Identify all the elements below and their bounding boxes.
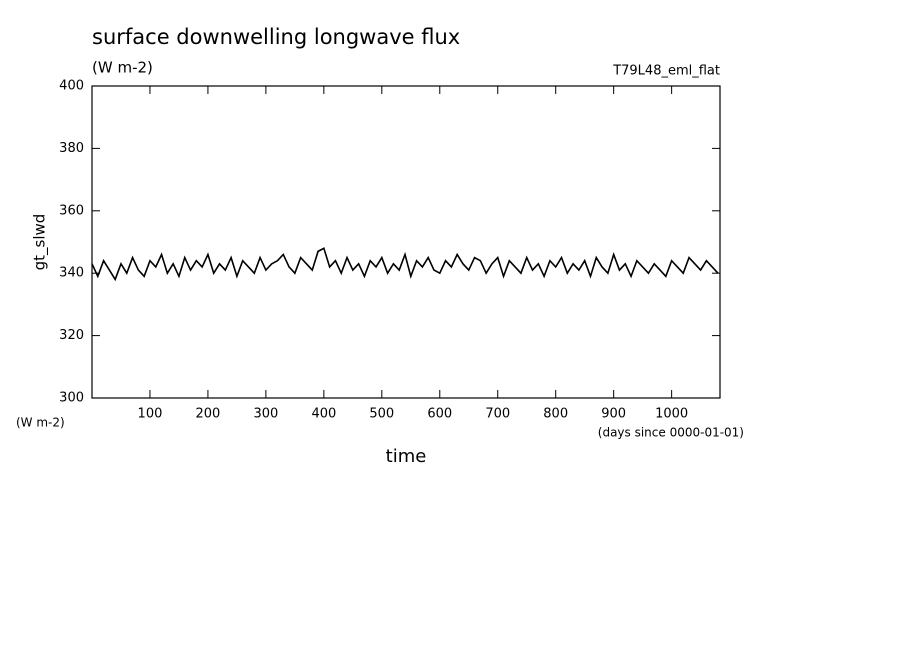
x-tick-label: 800 [543,407,568,422]
y-unit: (W m-2) [16,416,65,430]
y-tick-label: 320 [59,328,84,343]
x-tick-label: 400 [311,407,336,422]
y-tick-label: 380 [59,141,84,156]
subtitle: (W m-2) [92,59,153,77]
y-tick-label: 360 [59,203,84,218]
y-tick-label: 340 [59,266,84,281]
x-tick-label: 500 [369,407,394,422]
x-tick-label: 900 [601,407,626,422]
plot-frame [91,85,721,399]
x-tick-label: 300 [253,407,278,422]
y-tick-label: 300 [59,391,84,406]
x-tick-label: 600 [427,407,452,422]
x-tick-label: 1000 [655,407,688,422]
x-tick-label: 200 [196,407,221,422]
run-label: T79L48_eml_flat [612,64,720,79]
data-line [91,247,719,282]
x-tick-label: 700 [485,407,510,422]
x-tick-label: 100 [138,407,163,422]
y-tick-label: 400 [59,79,84,94]
x-unit: (days since 0000-01-01) [598,426,744,440]
chart-title: surface downwelling longwave flux [92,25,460,49]
x-axis-label: time [386,446,427,467]
y-axis-label: gt_slwd [31,214,50,271]
